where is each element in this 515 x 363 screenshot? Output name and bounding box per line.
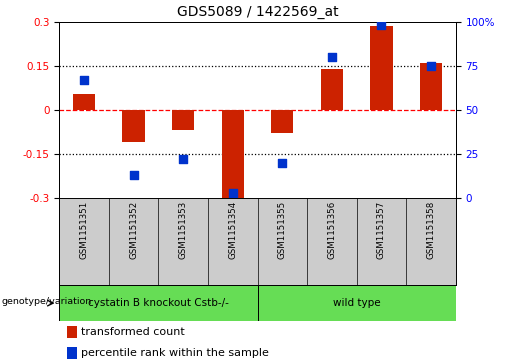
Text: GSM1151357: GSM1151357 bbox=[377, 200, 386, 259]
Title: GDS5089 / 1422569_at: GDS5089 / 1422569_at bbox=[177, 5, 338, 19]
Text: GSM1151352: GSM1151352 bbox=[129, 200, 138, 259]
Bar bbox=[73, 94, 95, 110]
Text: GSM1151358: GSM1151358 bbox=[426, 200, 436, 259]
Point bbox=[179, 156, 187, 162]
Bar bbox=[420, 63, 442, 110]
Bar bbox=[67, 347, 77, 359]
Point bbox=[278, 160, 286, 166]
Bar bbox=[123, 110, 145, 142]
Text: transformed count: transformed count bbox=[81, 327, 185, 337]
Text: GSM1151353: GSM1151353 bbox=[179, 200, 187, 259]
Bar bbox=[67, 326, 77, 338]
Text: GSM1151355: GSM1151355 bbox=[278, 200, 287, 259]
Point bbox=[427, 63, 435, 69]
Bar bbox=[271, 110, 294, 133]
Point bbox=[377, 23, 386, 28]
Point bbox=[80, 77, 88, 83]
FancyBboxPatch shape bbox=[59, 285, 258, 321]
Text: wild type: wild type bbox=[333, 298, 381, 308]
Text: GSM1151356: GSM1151356 bbox=[328, 200, 336, 259]
Text: GSM1151351: GSM1151351 bbox=[79, 200, 89, 259]
Text: GSM1151354: GSM1151354 bbox=[228, 200, 237, 259]
Bar bbox=[221, 110, 244, 199]
Point bbox=[328, 54, 336, 60]
FancyBboxPatch shape bbox=[258, 285, 456, 321]
Bar bbox=[172, 110, 194, 130]
Text: genotype/variation: genotype/variation bbox=[1, 297, 92, 306]
Bar bbox=[370, 26, 392, 110]
Text: percentile rank within the sample: percentile rank within the sample bbox=[81, 348, 269, 358]
Text: cystatin B knockout Cstb-/-: cystatin B knockout Cstb-/- bbox=[88, 298, 229, 308]
Point bbox=[129, 172, 138, 178]
Point bbox=[229, 189, 237, 195]
Bar bbox=[321, 69, 343, 110]
